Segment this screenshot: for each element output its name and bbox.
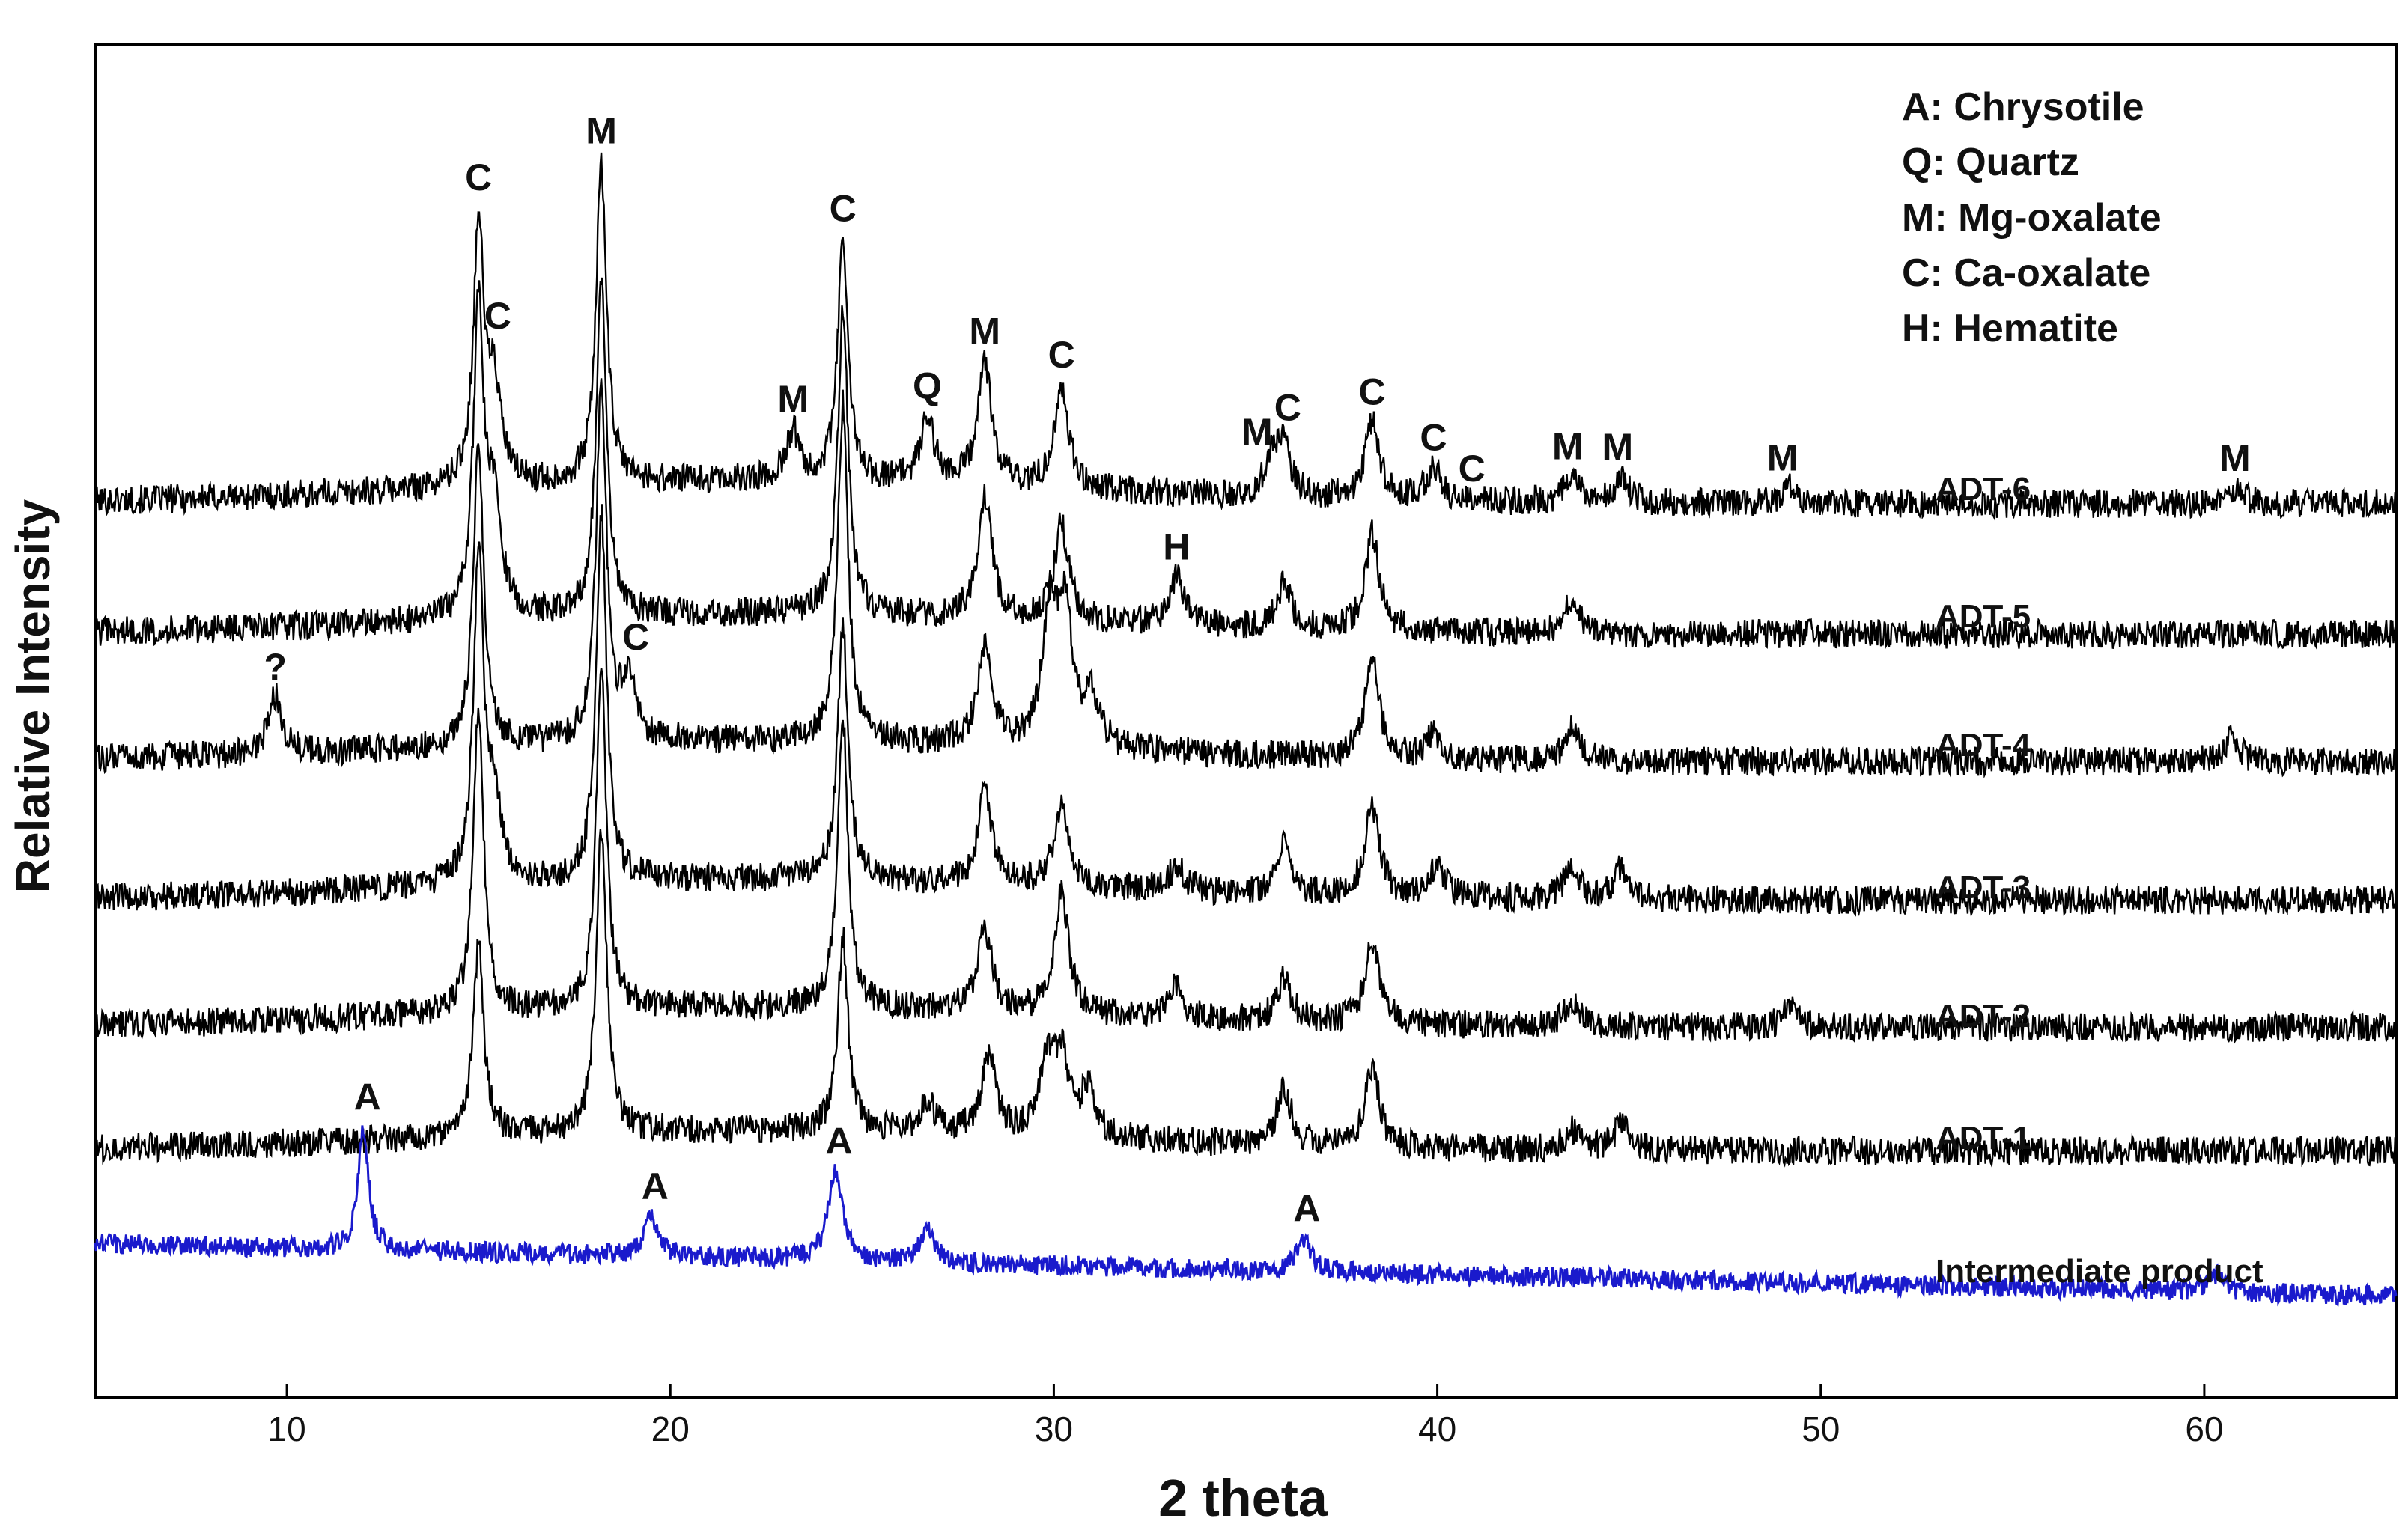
legend-entry: A: Chrysotile xyxy=(1902,85,2144,129)
peak-annotation: C xyxy=(830,187,857,229)
x-tick-label: 10 xyxy=(267,1409,305,1448)
peak-annotation: Q xyxy=(913,365,942,407)
legend-entry: Q: Quartz xyxy=(1902,141,2079,184)
series-line-2 xyxy=(94,378,2398,779)
series-label: Intermediate product xyxy=(1936,1253,2263,1290)
peak-annotation: C xyxy=(1048,334,1075,376)
peak-annotation: A xyxy=(826,1121,853,1162)
peak-annotation: M xyxy=(1241,411,1273,453)
series-layer xyxy=(94,152,2398,1307)
peak-annotation: C xyxy=(622,616,649,658)
peak-annotation: C xyxy=(1358,371,1385,413)
series-line-4 xyxy=(94,668,2398,1044)
series-label: ADT-1 xyxy=(1936,1120,2031,1156)
series-label: ADT-3 xyxy=(1936,869,2031,906)
series-label: ADT-4 xyxy=(1936,727,2031,764)
peak-annotation: H xyxy=(1163,526,1190,568)
peak-annotation: M xyxy=(777,378,809,420)
peak-annotation: M xyxy=(586,109,617,151)
series-line-1 xyxy=(94,277,2398,650)
peak-annotation: C xyxy=(1274,387,1301,429)
peak-annotation: A xyxy=(642,1165,669,1207)
series-label: ADT-6 xyxy=(1936,471,2031,508)
peak-annotation: C xyxy=(465,156,492,198)
series-labels: ADT-6 ADT-5 ADT-4 ADT-3 ADT-2 ADT-1 Intermedia… xyxy=(1936,471,2263,1290)
peak-annotation: M xyxy=(969,311,1000,353)
peak-annotation: C xyxy=(1420,417,1447,459)
peak-annotation: C xyxy=(484,295,511,337)
x-tick-label: 20 xyxy=(651,1409,690,1448)
peak-annotation: M xyxy=(1602,426,1633,468)
x-tick-label: 30 xyxy=(1035,1409,1073,1448)
plot-frame xyxy=(94,43,2398,1399)
peak-annotation: M xyxy=(2219,437,2251,479)
series-line-3 xyxy=(94,504,2398,918)
series-label: ADT-2 xyxy=(1936,998,2031,1034)
x-tick-label: 40 xyxy=(1418,1409,1456,1448)
series-line-6 xyxy=(94,1125,2398,1307)
series-line-0 xyxy=(94,152,2398,522)
y-axis-title: Relative Intensity xyxy=(6,499,60,893)
x-axis-ticks: 10 20 30 40 50 60 xyxy=(267,1384,2224,1448)
peak-annotation: M xyxy=(1767,437,1799,479)
peak-annotation: C xyxy=(1459,448,1486,490)
x-axis-title: 2 theta xyxy=(1158,1469,1328,1527)
legend-entry: H: Hematite xyxy=(1902,307,2118,350)
peak-annotation: M xyxy=(1552,426,1584,468)
series-line-5 xyxy=(94,829,2398,1168)
x-tick-label: 60 xyxy=(2185,1409,2223,1448)
legend-entry: C: Ca-oxalate xyxy=(1902,252,2150,295)
legend-entry: M: Mg-oxalate xyxy=(1902,196,2162,240)
series-label: ADT-5 xyxy=(1936,598,2031,635)
peak-annotation: ? xyxy=(264,646,287,688)
peak-annotation: A xyxy=(354,1076,381,1118)
x-tick-label: 50 xyxy=(1802,1409,1840,1448)
peak-annotation: A xyxy=(1293,1187,1320,1229)
legend: A: Chrysotile Q: Quartz M: Mg-oxalate C: Ca… xyxy=(1902,85,2162,350)
